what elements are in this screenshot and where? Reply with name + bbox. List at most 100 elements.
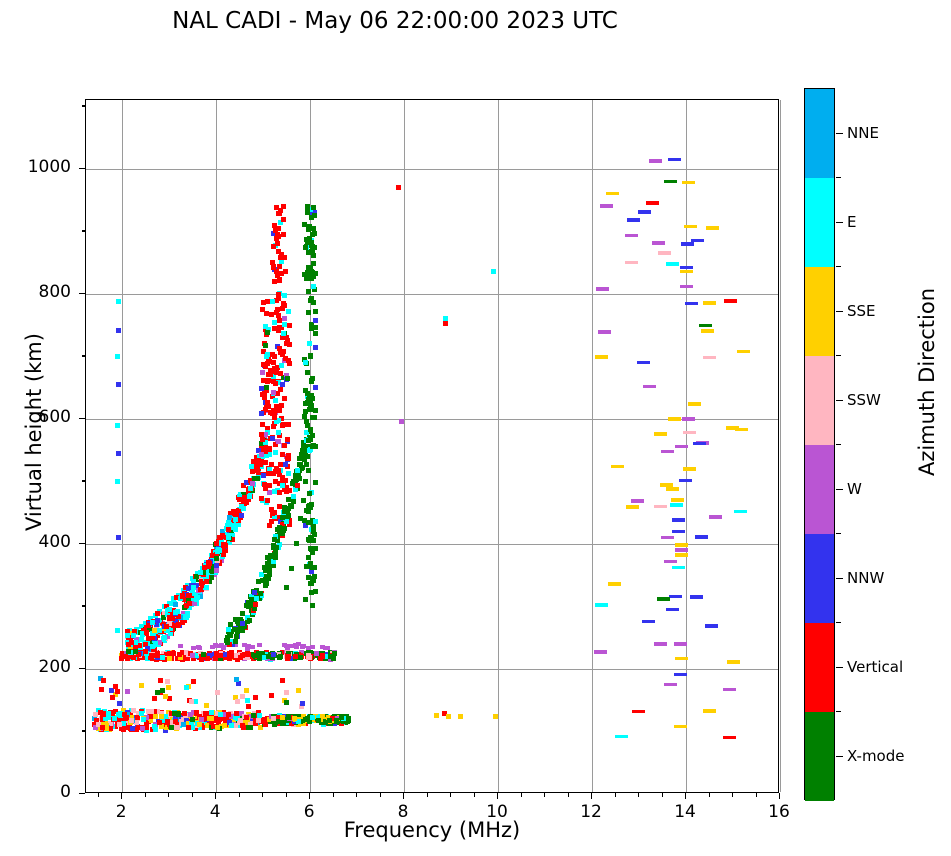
data-point: [228, 722, 234, 728]
data-point: [265, 327, 271, 333]
data-point: [219, 643, 225, 648]
data-point: [272, 536, 278, 542]
data-point: [256, 709, 262, 715]
data-point: [294, 476, 300, 482]
data-point: [164, 634, 170, 640]
data-point: [180, 587, 186, 593]
data-point: [261, 449, 267, 455]
data-point: [309, 569, 315, 575]
data-point: [147, 646, 153, 652]
colorbar-label-w: W: [847, 479, 862, 498]
data-point: [216, 716, 222, 722]
data-point: [233, 723, 238, 729]
data-point: [278, 259, 284, 265]
data-point: [235, 628, 241, 634]
data-point: [181, 610, 187, 616]
data-point: [286, 522, 292, 528]
data-point: [166, 620, 172, 626]
data-point: [625, 233, 639, 238]
data-point: [252, 718, 258, 724]
data-point: [285, 375, 291, 381]
data-point: [679, 269, 693, 274]
data-point: [115, 381, 121, 387]
data-point: [173, 719, 179, 725]
data-point: [145, 622, 151, 628]
x-axis-minor-tick: [426, 793, 428, 797]
data-point: [224, 640, 230, 646]
data-point: [275, 365, 281, 371]
data-point: [238, 513, 244, 519]
data-point: [276, 524, 282, 530]
data-point: [120, 720, 126, 726]
data-point: [290, 480, 296, 486]
data-point: [148, 713, 154, 719]
data-point: [313, 330, 319, 336]
data-point: [180, 721, 186, 727]
data-point: [304, 239, 310, 245]
data-point: [309, 590, 315, 596]
data-point: [248, 594, 254, 600]
data-point: [229, 642, 235, 648]
data-point: [692, 441, 706, 446]
data-point: [298, 654, 304, 660]
x-axis-minor-tick: [638, 793, 640, 797]
data-point: [263, 568, 269, 574]
data-point: [303, 596, 309, 602]
data-point: [256, 651, 262, 657]
x-axis-minor-tick: [708, 793, 710, 797]
data-point: [230, 653, 236, 659]
gridline-horizontal: [86, 418, 778, 420]
data-point: [163, 727, 169, 733]
data-point: [345, 715, 351, 721]
data-point: [245, 655, 251, 661]
data-point: [334, 718, 340, 724]
data-point: [213, 556, 219, 562]
data-point: [247, 714, 253, 720]
data-point: [241, 483, 247, 489]
data-point: [252, 589, 258, 595]
data-point: [259, 306, 265, 312]
gridline-vertical: [404, 100, 406, 792]
data-point: [218, 711, 224, 717]
data-point: [286, 471, 292, 477]
colorbar-tick: [836, 577, 843, 579]
gridline-horizontal: [86, 168, 778, 170]
data-point: [270, 562, 276, 568]
data-point: [311, 537, 317, 543]
data-point: [262, 481, 268, 487]
data-point: [273, 403, 279, 409]
gridline-horizontal: [86, 668, 778, 670]
data-point: [104, 722, 110, 728]
data-point: [275, 390, 281, 396]
data-point: [191, 584, 197, 590]
data-point: [229, 638, 235, 644]
data-point: [674, 548, 688, 552]
data-point: [299, 448, 305, 454]
y-axis-tick: [79, 793, 85, 795]
data-point: [154, 632, 160, 638]
data-point: [209, 575, 215, 581]
data-point: [314, 651, 320, 657]
data-point: [216, 534, 222, 540]
data-point: [245, 711, 251, 717]
data-point: [266, 446, 272, 452]
data-point: [653, 504, 667, 509]
data-point: [263, 384, 269, 390]
data-point: [140, 726, 146, 732]
data-point: [272, 380, 278, 386]
data-point: [307, 560, 313, 566]
data-point: [103, 715, 109, 721]
x-axis-tick-label: 8: [397, 802, 409, 822]
x-axis-tick-label: 2: [115, 802, 127, 822]
data-point: [726, 660, 740, 664]
data-point: [204, 722, 210, 728]
data-point: [264, 560, 270, 566]
data-point: [271, 424, 277, 430]
data-point: [302, 522, 308, 528]
data-point: [97, 676, 103, 682]
data-point: [288, 655, 294, 661]
data-point: [167, 630, 173, 636]
data-point: [166, 650, 172, 656]
data-point: [283, 690, 289, 696]
x-axis-minor-tick: [661, 793, 663, 797]
